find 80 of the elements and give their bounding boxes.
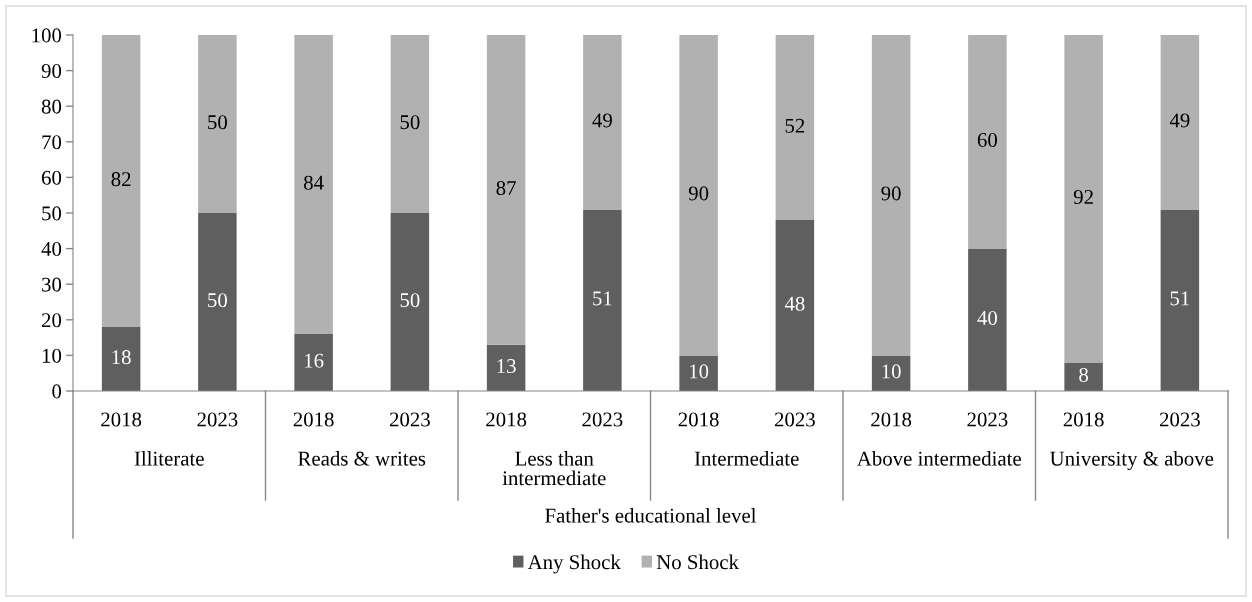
bar: [294, 334, 333, 391]
bar: [390, 35, 430, 213]
data-label: 48: [784, 296, 805, 311]
y-tick-label: 10: [42, 348, 62, 363]
bar: [294, 35, 333, 335]
bar: [101, 326, 141, 391]
bar: [1064, 362, 1103, 391]
x-tick-label: 2018: [871, 412, 912, 427]
x-axis-title: Father's educational level: [545, 508, 757, 523]
x-tick-label: 2023: [389, 412, 430, 427]
bar: [871, 355, 911, 391]
x-tick-label: 2018: [678, 412, 719, 427]
text: Intermediate: [694, 451, 799, 466]
data-label: 50: [400, 115, 420, 130]
bar: [679, 35, 718, 356]
data-label: 52: [785, 118, 805, 133]
bar: [1160, 35, 1200, 210]
data-label: 82: [111, 172, 131, 187]
bar: [198, 35, 237, 213]
bar: [1064, 35, 1103, 363]
data-label: 51: [593, 291, 612, 306]
data-label: 10: [690, 364, 709, 379]
y-tick-label: 0: [52, 384, 62, 399]
y-tick-label: 50: [42, 206, 62, 221]
y-tick-label: 30: [42, 277, 62, 292]
y-tick-label: 20: [41, 313, 62, 328]
y-tick-label: 40: [41, 241, 62, 257]
x-tick-label: 2023: [197, 412, 238, 427]
data-label: 84: [304, 175, 324, 190]
bar: [583, 209, 622, 391]
bar: [198, 213, 237, 391]
data-label: 8: [1079, 367, 1089, 382]
bar: [968, 248, 1007, 391]
bar: [1160, 209, 1200, 391]
data-label: 40: [977, 310, 997, 326]
data-label: 90: [688, 186, 709, 201]
x-tick-label: 2023: [774, 412, 815, 427]
data-label: 16: [305, 353, 324, 368]
data-label: 90: [881, 186, 901, 201]
x-tick-label: 2018: [293, 412, 334, 427]
data-label: 49: [592, 113, 612, 128]
text: Above intermediate: [857, 451, 1021, 466]
y-tick-label: 100: [32, 28, 62, 43]
data-label: 13: [497, 359, 516, 374]
bar: [775, 35, 815, 221]
text: Reads & writes: [298, 451, 426, 466]
text: Less than intermediate: [502, 451, 606, 486]
data-label: 50: [208, 115, 227, 130]
x-tick-label: 2023: [582, 412, 623, 427]
x-tick-label: 2018: [1063, 412, 1104, 427]
x-tick-label: 2023: [1159, 412, 1200, 427]
data-label: 50: [208, 293, 227, 308]
y-tick-label: 80: [41, 99, 62, 114]
y-tick-label: 60: [41, 170, 62, 185]
data-label: 10: [882, 364, 901, 379]
data-label: 92: [1073, 189, 1093, 204]
x-tick-label: 2018: [101, 412, 142, 427]
bar: [968, 35, 1007, 249]
bar: [486, 344, 526, 391]
bar: [775, 220, 815, 391]
x-tick-label: 2018: [486, 412, 527, 427]
x-tick-label: 2023: [967, 412, 1008, 427]
legend-label: Any Shock: [527, 554, 621, 574]
bar: [679, 355, 718, 391]
bar: [583, 35, 622, 210]
y-tick-label: 70: [42, 135, 62, 150]
text: Illiterate: [134, 451, 204, 466]
data-label: 50: [400, 293, 420, 308]
bar: [390, 213, 430, 391]
data-label: 87: [496, 181, 516, 196]
data-label: 51: [1170, 291, 1190, 306]
text: University & above: [1050, 451, 1214, 470]
bar: [871, 35, 911, 356]
bar: [101, 35, 141, 327]
y-tick-label: 90: [41, 63, 62, 79]
data-label: 60: [977, 132, 997, 148]
data-label: 49: [1169, 113, 1190, 128]
legend-label: No Shock: [656, 554, 739, 570]
bar: [486, 35, 526, 345]
data-label: 18: [112, 350, 131, 365]
